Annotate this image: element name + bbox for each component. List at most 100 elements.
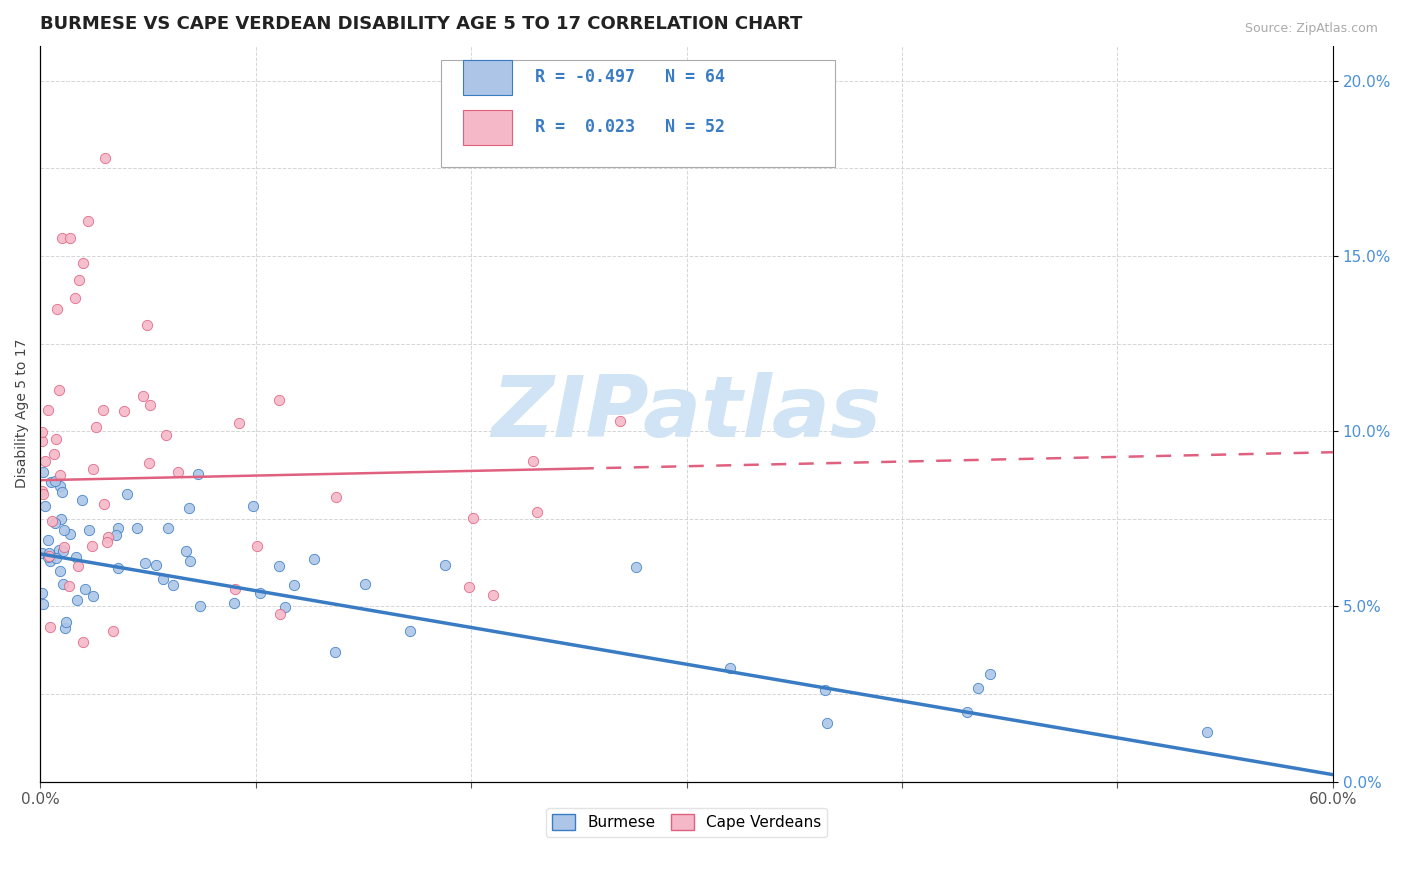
Point [41,514,63,528]
Point [31,483,53,498]
Point [105,528,128,542]
Point [267,393,290,408]
Point [955,705,977,719]
Point [48,543,70,558]
Point [84,420,107,434]
Point [458,580,481,594]
Point [46,301,69,316]
Point [82,589,104,603]
Point [224,582,246,597]
Point [32,487,55,501]
Point [31,586,53,600]
Point [65,550,87,565]
Point [103,624,125,638]
Point [115,487,138,501]
Point [31,425,53,440]
Point [97,531,120,545]
Point [48,383,70,397]
Point [718,660,741,674]
Point [96,534,118,549]
Point [224,596,246,610]
Point [63,291,86,305]
Point [323,645,346,659]
Point [269,607,291,621]
Point [58,579,80,593]
Point [72,635,94,649]
Point [134,556,156,570]
Point [49,467,72,482]
Point [155,427,177,442]
Point [353,576,375,591]
Point [34,453,56,467]
Point [179,554,201,568]
Point [51,577,73,591]
Point [72,256,94,270]
Point [49,511,72,525]
Point [37,533,59,547]
Text: ZIPatlas: ZIPatlas [491,372,882,455]
Point [31,597,53,611]
Point [162,578,184,592]
Point [38,546,60,560]
Point [177,500,200,515]
Point [42,447,65,461]
Point [167,466,190,480]
Point [45,432,67,446]
Point [82,540,104,554]
Point [94,151,117,165]
FancyBboxPatch shape [441,61,835,167]
Point [979,667,1001,681]
Point [526,505,548,519]
Point [112,404,135,418]
Point [76,214,98,228]
Point [242,499,264,513]
Point [138,399,160,413]
Point [77,523,100,537]
Y-axis label: Disability Age 5 to 17: Disability Age 5 to 17 [15,339,30,488]
Text: Source: ZipAtlas.com: Source: ZipAtlas.com [1244,22,1378,36]
Point [283,578,305,592]
Point [39,475,62,490]
Point [53,540,76,554]
Point [73,582,96,597]
Point [174,543,197,558]
Point [34,500,56,514]
FancyBboxPatch shape [463,60,512,95]
Point [145,558,167,573]
Point [399,624,422,638]
Point [815,716,838,731]
Point [67,559,90,574]
Point [522,453,544,467]
Point [49,565,72,579]
Point [37,549,59,564]
Point [107,521,129,535]
Legend: Burmese, Cape Verdeans: Burmese, Cape Verdeans [546,808,827,837]
Point [157,520,180,534]
Point [51,231,73,245]
Point [138,456,160,470]
Point [53,621,76,635]
Text: BURMESE VS CAPE VERDEAN DISABILITY AGE 5 TO 17 CORRELATION CHART: BURMESE VS CAPE VERDEAN DISABILITY AGE 5… [41,15,803,33]
Point [304,552,326,566]
Point [132,389,155,403]
Point [91,402,114,417]
Point [51,485,73,500]
Point [246,539,269,553]
Point [624,559,647,574]
Point [274,600,297,615]
Point [44,475,66,489]
Point [82,462,104,476]
Point [609,414,631,428]
Point [152,572,174,586]
Point [814,683,837,698]
Point [53,523,76,537]
Point [325,490,347,504]
Point [37,550,59,565]
Point [481,588,503,602]
Point [461,511,484,525]
Point [55,615,77,630]
Point [59,231,82,245]
Point [52,544,75,558]
FancyBboxPatch shape [463,110,512,145]
Point [59,527,82,541]
